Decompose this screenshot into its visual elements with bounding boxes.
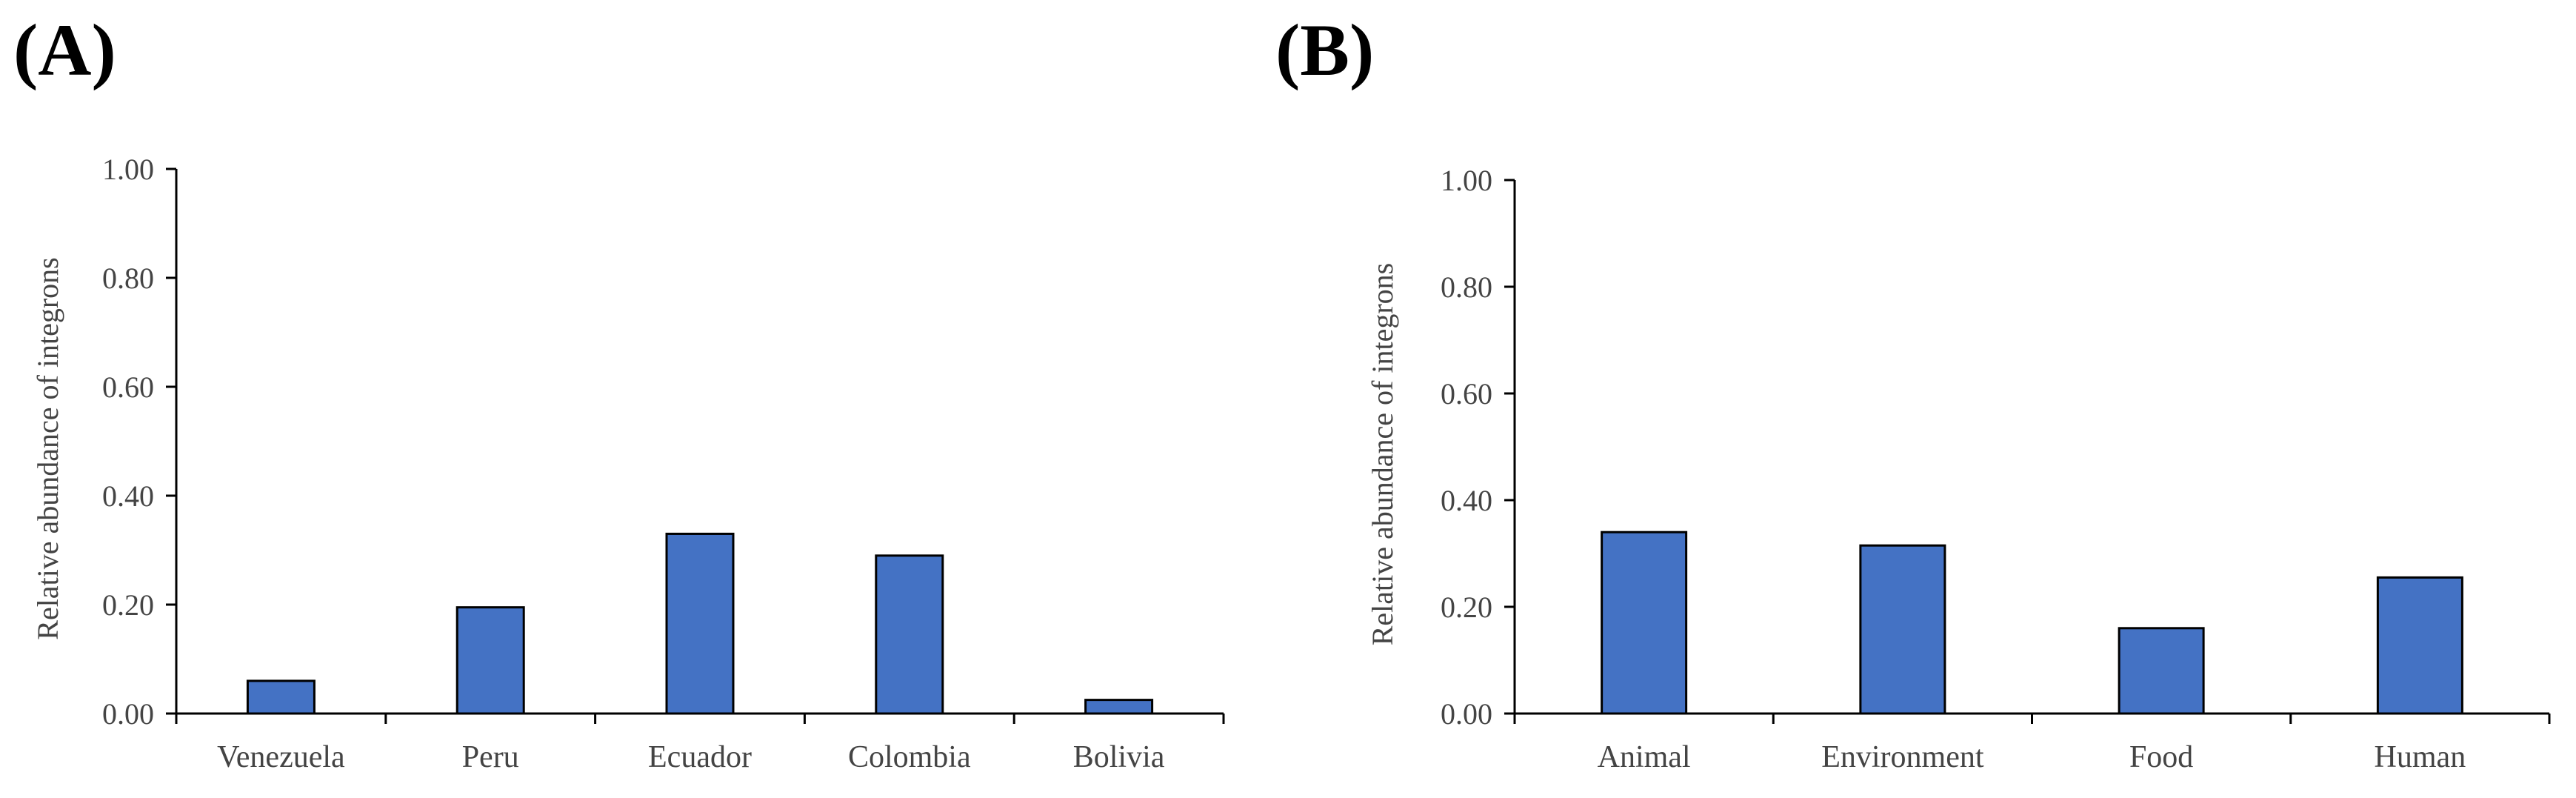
chart-b-y-tick-label: 0.20 [1441, 591, 1492, 624]
chart-a-country: 0.00 0.20 0.40 0.60 0.80 1.00 Venezuela Peru Ecu… [31, 153, 1225, 774]
chart-a-category-label: Peru [462, 740, 519, 774]
chart-a-y-tick-label: 0.60 [102, 370, 154, 404]
chart-a-y-tick-label: 0.80 [102, 262, 154, 295]
chart-b-source: 0.00 0.20 0.40 0.60 0.80 1.00 Animal Environmen… [1366, 164, 2551, 774]
chart-b-y-tick-label: 0.80 [1441, 270, 1492, 304]
chart-a-y-tick-label: 0.00 [102, 697, 154, 731]
chart-a-category-label: Ecuador [648, 740, 752, 774]
chart-a-y-tick-label: 0.20 [102, 588, 154, 622]
chart-a-y-tick-label: 1.00 [102, 153, 154, 186]
chart-a-bar-peru [456, 606, 525, 715]
chart-b-bar-food [2118, 627, 2205, 715]
chart-b-bar-human [2376, 576, 2463, 715]
chart-b-y-tick-label: 1.00 [1441, 164, 1492, 197]
chart-a-category-label: Venezuela [217, 740, 345, 774]
chart-b-category-label: Animal [1598, 740, 1691, 774]
chart-a-y-axis-title: Relative abundance of integrons [31, 257, 64, 639]
chart-a-bar-colombia [875, 554, 944, 715]
chart-a-category-label: Colombia [848, 740, 971, 774]
chart-b-y-axis-title: Relative abundance of integrons [1366, 263, 1399, 645]
chart-b-category-label: Food [2129, 740, 2193, 774]
panel-label-b: (B) [1275, 9, 1375, 91]
chart-b-y-tick-label: 0.40 [1441, 484, 1492, 517]
chart-a-bar-ecuador [665, 532, 735, 715]
chart-b-y-tick-label: 0.60 [1441, 377, 1492, 410]
chart-b-category-label: Environment [1821, 740, 1984, 774]
chart-a-y-tick-label: 0.40 [102, 479, 154, 513]
panel-label-a: (A) [13, 9, 116, 91]
chart-a-bar-venezuela [246, 679, 316, 715]
chart-a-category-label: Bolivia [1073, 740, 1165, 774]
chart-b-bar-animal [1601, 531, 1688, 715]
chart-a-bar-bolivia [1084, 699, 1154, 715]
chart-b-bar-environment [1859, 544, 1946, 715]
chart-b-y-tick-label: 0.00 [1441, 697, 1492, 731]
chart-b-category-label: Human [2375, 740, 2466, 774]
